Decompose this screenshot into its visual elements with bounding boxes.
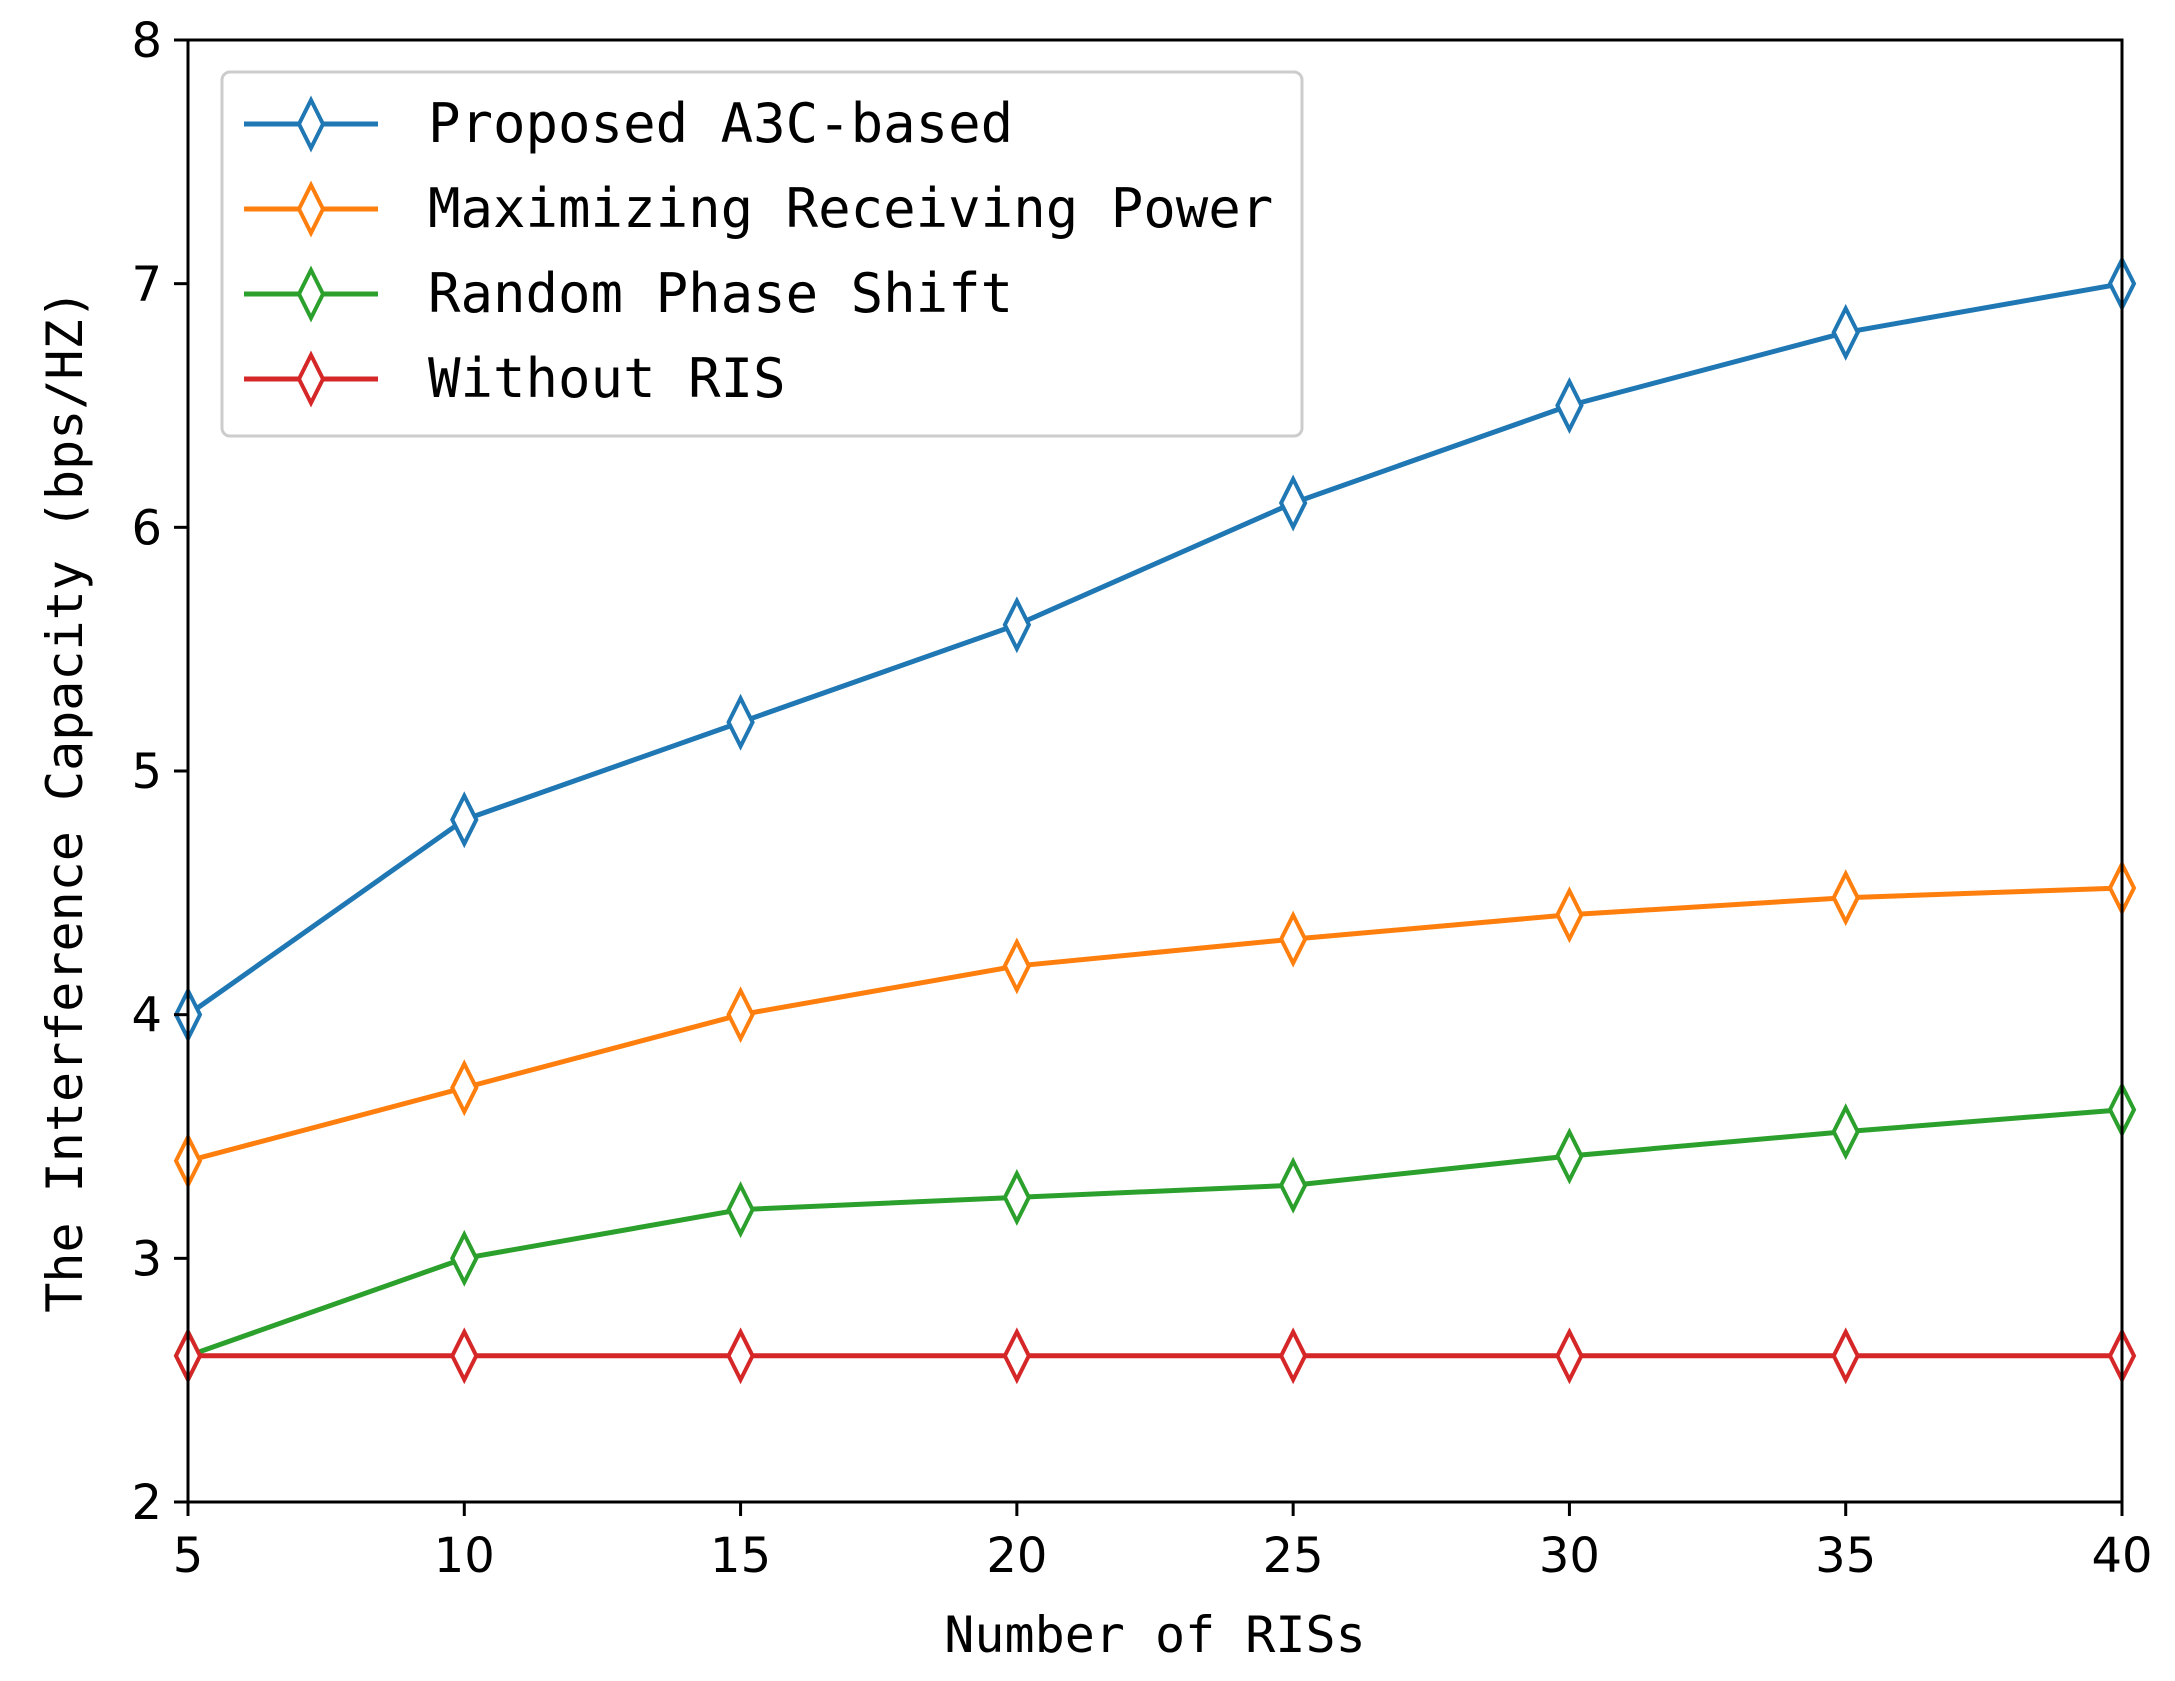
legend-label: Random Phase Shift xyxy=(428,262,1013,325)
y-tick-label: 4 xyxy=(131,988,162,1044)
data-point xyxy=(450,1327,479,1385)
legend: Proposed A3C-based Maximizing Receiving P… xyxy=(220,70,1304,438)
x-axis-title: Number of RISs xyxy=(944,1606,1365,1664)
legend-label: Maximizing Receiving Power xyxy=(428,177,1273,240)
y-tick-label: 2 xyxy=(131,1475,162,1531)
y-tick-label: 8 xyxy=(131,13,162,69)
legend-box xyxy=(220,70,1304,438)
y-tick-label: 3 xyxy=(131,1231,162,1287)
y-tick-label: 7 xyxy=(131,257,162,313)
legend-marker xyxy=(296,350,326,408)
ticks-layer: 5 10 15 20 25 30 35 40 2 3 4 5 6 7 8 xyxy=(131,13,2152,1584)
data-point xyxy=(450,1229,479,1287)
data-point xyxy=(1002,937,1032,995)
legend-label: Proposed A3C-based xyxy=(428,92,1013,155)
data-point xyxy=(450,791,479,849)
data-point xyxy=(1831,869,1860,927)
data-point xyxy=(1002,596,1032,654)
legend-marker xyxy=(296,180,326,238)
y-tick-label: 5 xyxy=(131,744,162,800)
x-tick-label: 15 xyxy=(710,1528,771,1584)
data-point xyxy=(1555,886,1584,944)
x-tick-label: 40 xyxy=(2091,1528,2152,1584)
legend-item: Proposed A3C-based xyxy=(244,92,1013,155)
data-point xyxy=(1831,303,1860,361)
legend-marker xyxy=(296,265,326,323)
data-point xyxy=(1278,910,1308,968)
data-point xyxy=(1831,1327,1860,1385)
series-1 xyxy=(173,859,2137,1190)
data-point xyxy=(726,1327,755,1385)
legend-item: Maximizing Receiving Power xyxy=(244,177,1273,240)
y-tick-label: 6 xyxy=(131,500,162,556)
data-point xyxy=(1831,1103,1860,1161)
data-point xyxy=(1002,1168,1032,1226)
data-point xyxy=(1555,1127,1584,1185)
legend-item: Without RIS xyxy=(244,347,786,410)
data-point xyxy=(726,1181,755,1239)
x-tick-label: 5 xyxy=(173,1528,204,1584)
data-point xyxy=(726,986,755,1044)
legend-marker xyxy=(296,95,326,153)
x-tick-label: 25 xyxy=(1263,1528,1324,1584)
x-tick-label: 30 xyxy=(1539,1528,1600,1584)
series-3 xyxy=(173,1327,2137,1385)
data-point xyxy=(1278,474,1308,532)
data-point xyxy=(450,1059,479,1117)
data-point xyxy=(1002,1327,1032,1385)
data-point xyxy=(1555,377,1584,434)
legend-label: Without RIS xyxy=(428,347,786,410)
y-axis-title: The Interference Capacity (bps/HZ) xyxy=(36,289,94,1313)
series-0 xyxy=(173,255,2137,1044)
series-line xyxy=(185,885,2125,1164)
series-line xyxy=(185,281,2125,1018)
data-point xyxy=(1278,1156,1308,1214)
data-point xyxy=(1555,1327,1584,1385)
data-point xyxy=(726,693,755,751)
data-point xyxy=(1278,1327,1308,1385)
x-tick-label: 20 xyxy=(986,1528,1047,1584)
series-line xyxy=(185,1107,2125,1359)
legend-item: Random Phase Shift xyxy=(244,262,1013,325)
x-tick-label: 35 xyxy=(1815,1528,1876,1584)
x-tick-label: 10 xyxy=(434,1528,495,1584)
